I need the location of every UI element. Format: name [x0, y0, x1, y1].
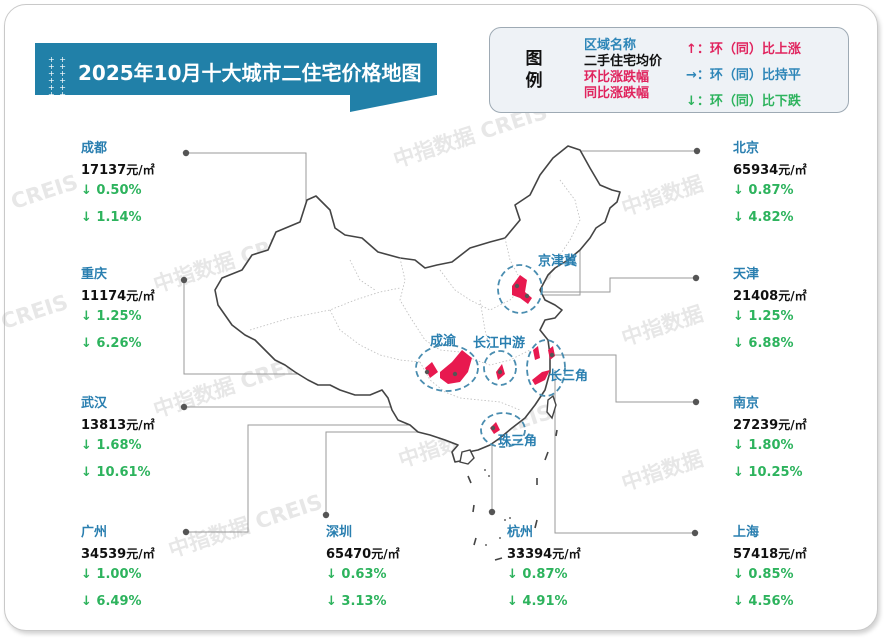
city-shanghai: 上海 57418元/㎡ ↓ 0.85% ↓ 4.56% — [733, 521, 863, 610]
city-price: 34539元/㎡ — [81, 547, 155, 562]
page-title: 2025年10月十大城市二住宅价格地图 — [78, 61, 422, 85]
legend-up-arrow: ↑：环（同）比上涨 — [686, 42, 801, 57]
city-name: 南京 — [733, 396, 760, 411]
city-price: 13813元/㎡ — [81, 418, 155, 433]
city-hangzhou: 杭州 33394元/㎡ ↓ 0.87% ↓ 4.91% — [507, 521, 637, 610]
region-label-changsanjiao: 长三角 — [549, 369, 589, 384]
legend-fields: 区域名称 二手住宅均价 环比涨跌幅 同比涨跌幅 — [584, 38, 662, 102]
city-yoy: ↓ 4.91% — [507, 594, 568, 609]
city-nanjing: 南京 27239元/㎡ ↓ 1.80% ↓ 10.25% — [733, 392, 863, 481]
city-price: 17137元/㎡ — [81, 163, 155, 178]
city-yoy: ↓ 6.88% — [733, 336, 794, 351]
region-label-jingjinji: 京津冀 — [538, 254, 578, 269]
city-mom: ↓ 1.80% — [733, 438, 794, 453]
city-name: 武汉 — [81, 396, 108, 411]
city-mom: ↓ 0.85% — [733, 567, 794, 582]
city-mom: ↓ 0.63% — [326, 567, 387, 582]
city-mom: ↓ 1.00% — [81, 567, 142, 582]
legend-field-price: 二手住宅均价 — [584, 54, 663, 69]
city-chengdu: 成都 17137元/㎡ ↓ 0.50% ↓ 1.14% — [81, 137, 211, 226]
city-yoy: ↓ 1.14% — [81, 210, 142, 225]
region-label-chengyu: 成渝 — [430, 334, 457, 349]
city-guangzhou: 广州 34539元/㎡ ↓ 1.00% ↓ 6.49% — [81, 521, 211, 610]
city-price: 65470元/㎡ — [326, 547, 400, 562]
legend-arrows: ↑：环（同）比上涨 →：环（同）比持平 ↓：环（同）比下跌 — [686, 38, 801, 116]
city-name: 重庆 — [81, 267, 108, 282]
city-name: 天津 — [733, 267, 760, 282]
city-chongqing: 重庆 11174元/㎡ ↓ 1.25% ↓ 6.26% — [81, 263, 211, 352]
city-yoy: ↓ 4.56% — [733, 594, 794, 609]
city-shenzhen: 深圳 65470元/㎡ ↓ 0.63% ↓ 3.13% — [326, 521, 456, 610]
city-yoy: ↓ 4.82% — [733, 210, 794, 225]
city-tianjin: 天津 21408元/㎡ ↓ 1.25% ↓ 6.88% — [733, 263, 863, 352]
region-label-zhusanjiao: 珠三角 — [498, 434, 538, 449]
city-name: 广州 — [81, 525, 108, 540]
city-price: 21408元/㎡ — [733, 289, 807, 304]
city-name: 成都 — [81, 141, 108, 156]
title-banner — [35, 43, 437, 95]
city-beijing: 北京 65934元/㎡ ↓ 0.87% ↓ 4.82% — [733, 137, 863, 226]
city-yoy: ↓ 3.13% — [326, 594, 387, 609]
legend-box: 图 例 区域名称 二手住宅均价 环比涨跌幅 同比涨跌幅 ↑：环（同）比上涨 →：… — [489, 27, 849, 113]
city-mom: ↓ 0.87% — [507, 567, 568, 582]
city-yoy: ↓ 6.49% — [81, 594, 142, 609]
city-name: 杭州 — [507, 525, 534, 540]
city-mom: ↓ 0.87% — [733, 183, 794, 198]
legend-down-arrow: ↓：环（同）比下跌 — [686, 94, 801, 109]
legend-field-region: 区域名称 — [584, 38, 637, 53]
city-name: 上海 — [733, 525, 760, 540]
city-price: 57418元/㎡ — [733, 547, 807, 562]
legend-heading: 图 例 — [525, 49, 543, 91]
city-name: 北京 — [733, 141, 760, 156]
legend-field-yoy: 同比涨跌幅 — [584, 86, 650, 101]
plus-grid-icon: + + + + + + + + + + + + + + + + — [48, 55, 67, 113]
city-mom: ↓ 1.68% — [81, 438, 142, 453]
city-price: 65934元/㎡ — [733, 163, 807, 178]
legend-field-mom: 环比涨跌幅 — [584, 70, 650, 85]
city-mom: ↓ 0.50% — [81, 183, 142, 198]
city-yoy: ↓ 10.25% — [733, 465, 803, 480]
highlight-areas — [425, 275, 555, 434]
legend-flat-arrow: →：环（同）比持平 — [686, 68, 801, 83]
city-yoy: ↓ 6.26% — [81, 336, 142, 351]
city-price: 33394元/㎡ — [507, 547, 581, 562]
city-yoy: ↓ 10.61% — [81, 465, 151, 480]
city-price: 11174元/㎡ — [81, 289, 155, 304]
region-label-changjiang-zhongyou: 长江中游 — [473, 336, 526, 351]
city-wuhan: 武汉 13813元/㎡ ↓ 1.68% ↓ 10.61% — [81, 392, 211, 481]
city-name: 深圳 — [326, 525, 353, 540]
city-mom: ↓ 1.25% — [81, 309, 142, 324]
china-outline — [214, 145, 621, 463]
city-price: 27239元/㎡ — [733, 418, 807, 433]
city-mom: ↓ 1.25% — [733, 309, 794, 324]
